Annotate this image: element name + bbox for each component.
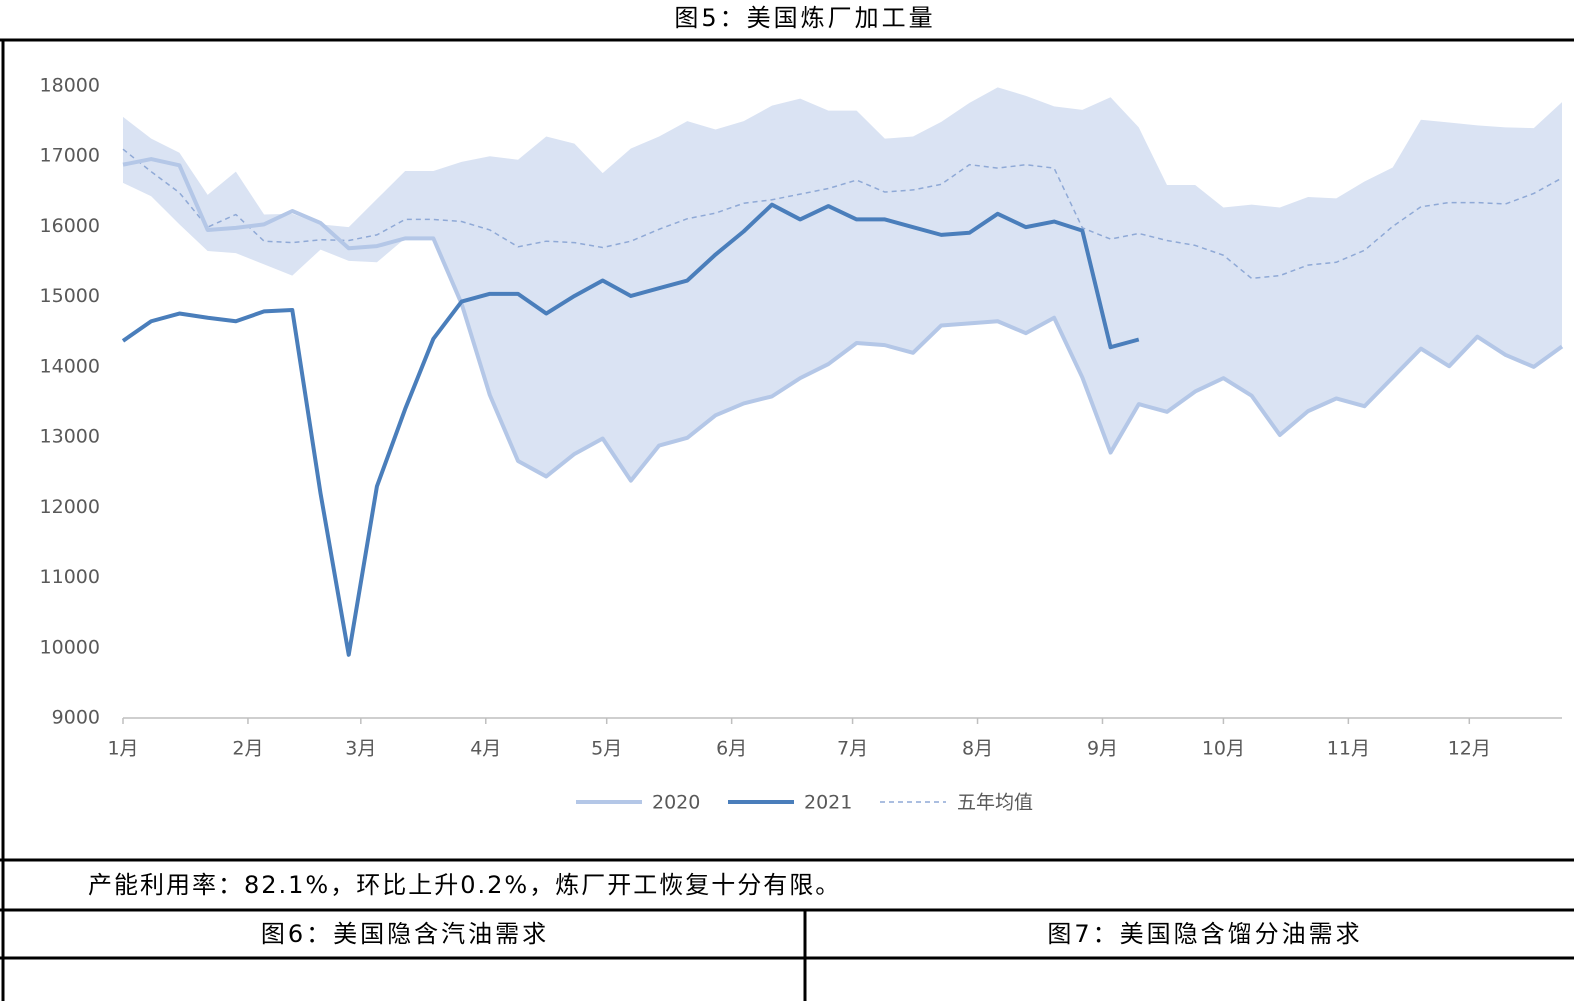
y-tick-label: 9000 <box>52 707 100 729</box>
x-tick-label: 9月 <box>1087 738 1118 760</box>
x-tick-label: 1月 <box>107 738 138 760</box>
series-line <box>122 148 1563 280</box>
chart-title: 图5：美国炼厂加工量 <box>674 4 935 32</box>
series-line <box>121 202 1140 657</box>
y-tick-label: 10000 <box>40 636 100 658</box>
x-tick-label: 7月 <box>837 738 868 760</box>
x-tick-label: 10月 <box>1202 738 1245 760</box>
y-tick-label: 11000 <box>40 566 100 588</box>
y-tick-label: 13000 <box>40 426 100 448</box>
x-tick-label: 6月 <box>716 738 747 760</box>
figure-title: 图6：美国隐含汽油需求 <box>261 920 549 948</box>
y-tick-label: 16000 <box>40 215 100 237</box>
range-band <box>123 87 1562 481</box>
legend-label: 2020 <box>652 792 700 814</box>
series-line <box>122 157 1564 483</box>
x-tick-label: 5月 <box>591 738 622 760</box>
legend-label: 2021 <box>804 792 852 814</box>
y-tick-label: 17000 <box>40 145 100 167</box>
x-tick-label: 2月 <box>232 738 263 760</box>
y-tick-label: 14000 <box>40 355 100 377</box>
y-tick-label: 18000 <box>40 75 100 97</box>
legend-label: 五年均值 <box>957 792 1033 814</box>
x-tick-label: 3月 <box>345 738 376 760</box>
y-tick-label: 15000 <box>40 285 100 307</box>
x-tick-label: 11月 <box>1327 738 1370 760</box>
x-tick-label: 8月 <box>962 738 993 760</box>
note-text: 产能利用率：82.1%，环比上升0.2%，炼厂开工恢复十分有限。 <box>88 871 841 899</box>
figure-title: 图7：美国隐含馏分油需求 <box>1047 920 1362 948</box>
x-tick-label: 12月 <box>1448 738 1491 760</box>
y-tick-label: 12000 <box>40 496 100 518</box>
x-tick-label: 4月 <box>470 738 501 760</box>
